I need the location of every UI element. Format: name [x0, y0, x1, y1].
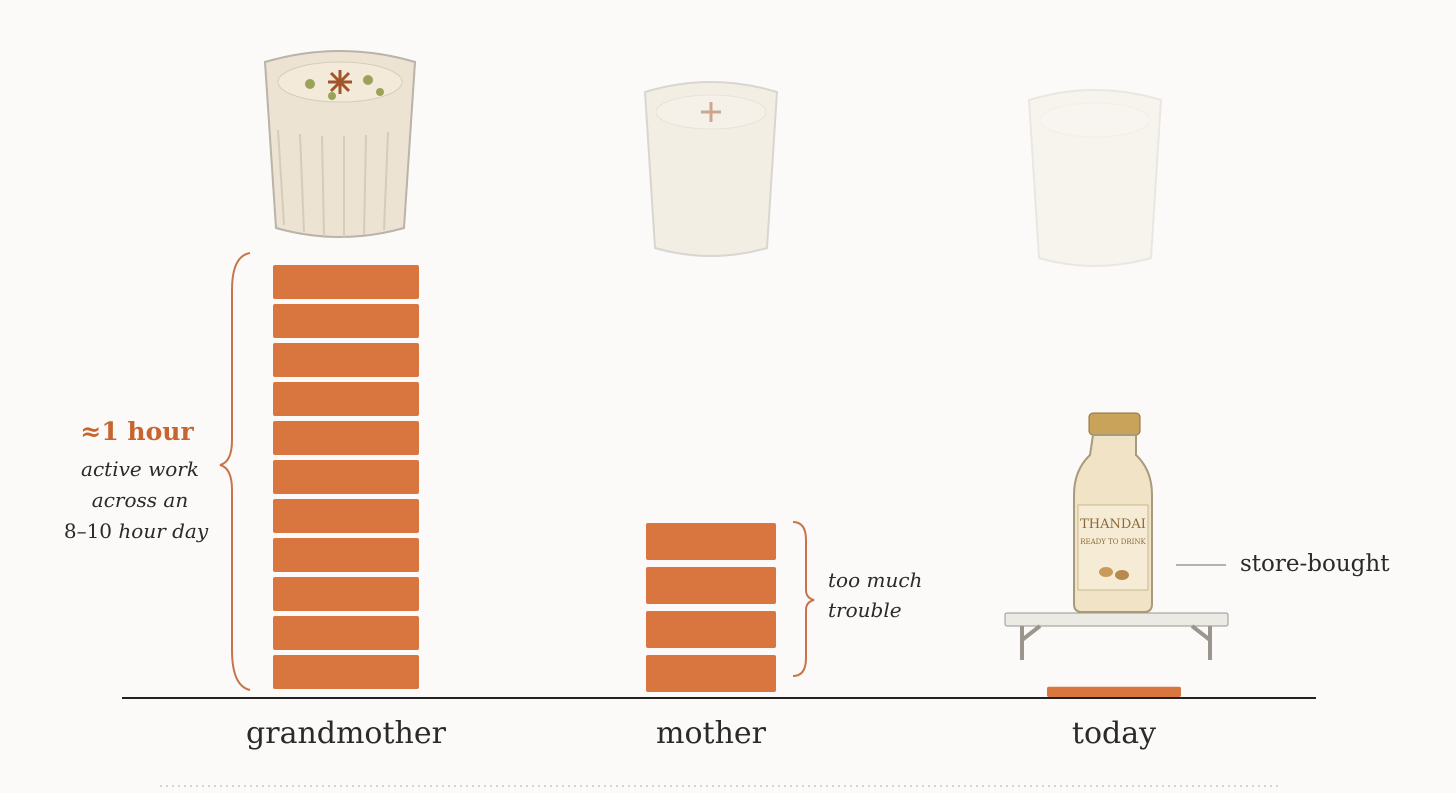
brick: [646, 523, 776, 560]
note-line: trouble: [828, 598, 902, 622]
brick: [273, 304, 419, 338]
headline: ≈1 hour: [80, 417, 194, 446]
store-bought-label: store-bought: [1240, 551, 1390, 577]
brick: [646, 611, 776, 648]
note-line: across an: [92, 488, 188, 512]
glass-full: [263, 50, 417, 238]
note-line: active work: [81, 457, 199, 481]
brick: [646, 567, 776, 604]
brick: [273, 499, 419, 533]
bottle-brand: THANDAI: [1080, 517, 1146, 532]
brick: [646, 655, 776, 692]
bottle-tagline: READY TO DRINK: [1080, 538, 1146, 546]
note-line: 8–10 hour day: [64, 519, 209, 543]
note-line: too much: [828, 568, 922, 592]
brick: [273, 421, 419, 455]
brick: [1047, 686, 1181, 697]
brick: [273, 577, 419, 611]
brick: [273, 538, 419, 572]
brace: [792, 521, 815, 677]
column-label: grandmother: [246, 716, 447, 751]
note-text: hour day: [118, 519, 208, 543]
brick: [273, 616, 419, 650]
brick: [273, 655, 419, 689]
glass-ghost: [1027, 89, 1163, 267]
stacks: grandmother mother today: [246, 265, 1181, 751]
brick: [273, 460, 419, 494]
note-number: 8–10: [64, 519, 112, 543]
bottle: THANDAI READY TO DRINK: [1073, 412, 1153, 613]
column-label: today: [1072, 716, 1156, 751]
column-label: mother: [656, 716, 767, 751]
brick: [273, 343, 419, 377]
glass-faded: [643, 81, 779, 257]
brace: [219, 252, 251, 691]
brick: [273, 265, 419, 299]
brick: [273, 382, 419, 416]
